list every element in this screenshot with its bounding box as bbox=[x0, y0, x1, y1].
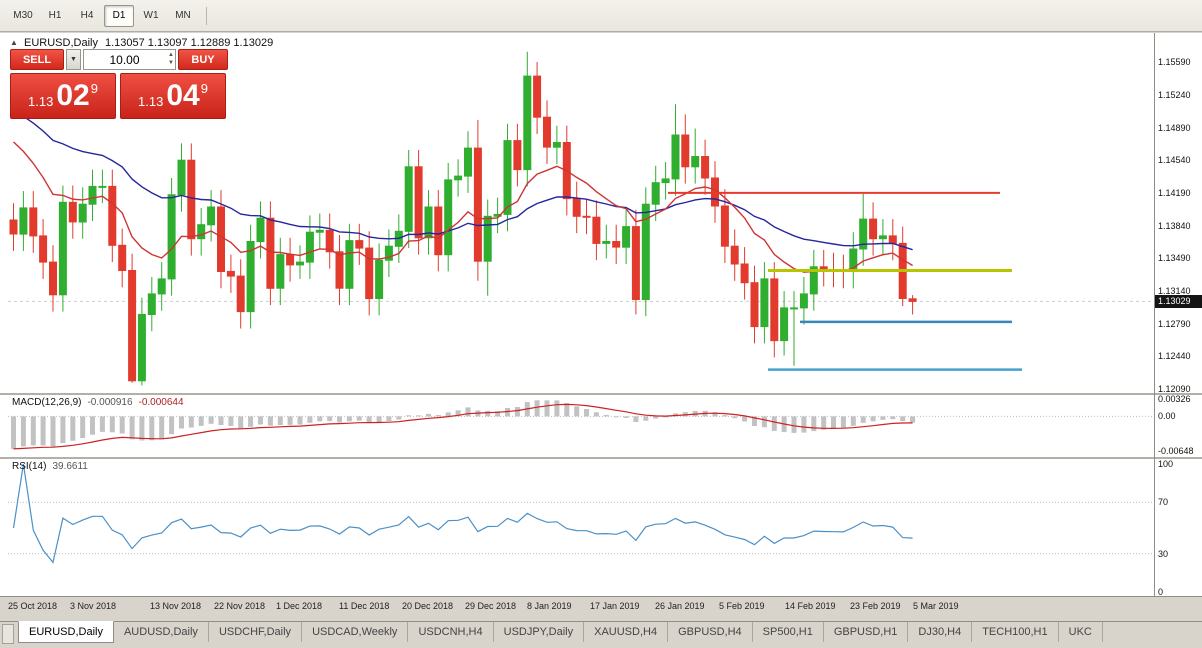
tab-gbpusd-h4[interactable]: GBPUSD,H4 bbox=[668, 622, 753, 642]
caption-ohlc: 1.13057 1.13097 1.12889 1.13029 bbox=[104, 37, 274, 49]
date-label[interactable]: 17 Jan 2019 bbox=[590, 601, 640, 611]
volume-spinner[interactable]: ▲ ▼ bbox=[168, 51, 174, 67]
bid-pip-digit: 9 bbox=[90, 80, 98, 96]
date-label[interactable]: 1 Dec 2018 bbox=[276, 601, 323, 611]
ask-price-tile[interactable]: 1.13 04 9 bbox=[120, 73, 226, 119]
tab-usdcad-weekly[interactable]: USDCAD,Weekly bbox=[302, 622, 409, 642]
macd-value-main: -0.000916 bbox=[87, 397, 133, 408]
price-axis-border bbox=[1154, 33, 1155, 596]
tab-dj30-h4[interactable]: DJ30,H4 bbox=[908, 622, 973, 642]
one-click-trading-panel: SELL ▼ ▲ ▼ BUY 1.13 02 9 1.13 04 9 bbox=[10, 49, 228, 119]
caption-symbol: EURUSD,Daily bbox=[24, 37, 98, 49]
price-tick: 1.14890 bbox=[1158, 123, 1191, 133]
rsi-label-row: RSI(14) 39.6611 bbox=[12, 461, 88, 472]
toolbar-separator bbox=[206, 6, 207, 25]
sell-button[interactable]: SELL bbox=[10, 49, 64, 70]
macd-label: MACD(12,26,9) bbox=[12, 397, 82, 408]
price-tick: 1.15240 bbox=[1158, 90, 1191, 100]
collapse-trade-panel-icon[interactable]: ▲ bbox=[10, 38, 18, 47]
date-label[interactable]: 25 Oct 2018 bbox=[8, 601, 58, 611]
spin-up-icon[interactable]: ▲ bbox=[168, 52, 174, 58]
timeframe-button-w1[interactable]: W1 bbox=[143, 9, 159, 21]
timeframe-button-m30[interactable]: M30 bbox=[13, 9, 33, 21]
price-tick: 1.13490 bbox=[1158, 253, 1191, 263]
rsi-axis-tick: 70 bbox=[1158, 497, 1169, 507]
date-label[interactable]: 11 Dec 2018 bbox=[339, 601, 390, 611]
date-label[interactable]: 3 Nov 2018 bbox=[70, 601, 117, 611]
price-tick: 1.15590 bbox=[1158, 57, 1191, 67]
tab-eurusd-daily[interactable]: EURUSD,Daily bbox=[18, 621, 114, 643]
symbol-tab-bar: EURUSD,Daily AUDUSD,Daily USDCHF,Daily USDC… bbox=[0, 621, 1202, 648]
tab-ukc[interactable]: UKC bbox=[1059, 622, 1103, 642]
chart-caption: EURUSD,Daily 1.13057 1.13097 1.12889 1.13… bbox=[24, 37, 273, 49]
bid-prefix: 1.13 bbox=[28, 93, 54, 109]
tab-audusd-daily[interactable]: AUDUSD,Daily bbox=[114, 622, 209, 642]
macd-label-row: MACD(12,26,9) -0.000916 -0.000644 bbox=[12, 397, 184, 408]
rsi-axis-tick: 0 bbox=[1158, 587, 1164, 597]
timeframe-button-mn[interactable]: MN bbox=[175, 9, 191, 21]
rsi-value: 39.6611 bbox=[52, 461, 88, 472]
price-tick: 1.14190 bbox=[1158, 188, 1191, 198]
price-tick: 1.12790 bbox=[1158, 319, 1191, 329]
macd-value-signal: -0.000644 bbox=[138, 397, 184, 408]
date-label[interactable]: 22 Nov 2018 bbox=[214, 601, 266, 611]
tab-tech100-h1[interactable]: TECH100,H1 bbox=[972, 622, 1059, 642]
date-label[interactable]: 29 Dec 2018 bbox=[465, 601, 517, 611]
tab-scroll-button[interactable] bbox=[2, 624, 14, 644]
timeframe-button-d1[interactable]: D1 bbox=[104, 4, 134, 27]
volume-dropdown-icon[interactable]: ▼ bbox=[66, 49, 81, 70]
macd-axis-tick: 0.00 bbox=[1158, 411, 1176, 421]
current-price-badge: 1.13029 bbox=[1155, 295, 1202, 308]
rsi-axis-tick: 100 bbox=[1158, 459, 1174, 469]
timeframe-toolbar: M30 H1 H4 D1 W1 MN bbox=[0, 0, 1202, 32]
price-tick: 1.13140 bbox=[1158, 286, 1191, 296]
tab-xauusd-h4[interactable]: XAUUSD,H4 bbox=[584, 622, 669, 642]
buy-button[interactable]: BUY bbox=[178, 49, 228, 70]
rsi-axis-tick: 30 bbox=[1158, 549, 1169, 559]
date-label[interactable]: 8 Jan 2019 bbox=[527, 601, 572, 611]
spin-down-icon[interactable]: ▼ bbox=[168, 60, 174, 66]
macd-axis-tick: -0.00648 bbox=[1158, 446, 1194, 456]
price-tick: 1.12090 bbox=[1158, 384, 1191, 394]
price-tick: 1.14540 bbox=[1158, 155, 1191, 165]
price-tick: 1.12440 bbox=[1158, 351, 1191, 361]
timeframe-button-h1[interactable]: H1 bbox=[48, 9, 62, 21]
date-label[interactable]: 20 Dec 2018 bbox=[402, 601, 454, 611]
volume-input[interactable] bbox=[83, 49, 176, 70]
date-label[interactable]: 13 Nov 2018 bbox=[150, 601, 202, 611]
date-label[interactable]: 23 Feb 2019 bbox=[850, 601, 901, 611]
tab-usdjpy-daily[interactable]: USDJPY,Daily bbox=[494, 622, 585, 642]
bid-price-tile[interactable]: 1.13 02 9 bbox=[10, 73, 116, 119]
time-axis-divider bbox=[0, 596, 1202, 597]
panel-divider bbox=[0, 393, 1202, 395]
panel-divider bbox=[0, 457, 1202, 459]
rsi-panel[interactable] bbox=[0, 459, 1202, 596]
date-label[interactable]: 5 Feb 2019 bbox=[719, 601, 765, 611]
tab-sp500-h1[interactable]: SP500,H1 bbox=[753, 622, 824, 642]
rsi-label: RSI(14) bbox=[12, 461, 47, 472]
date-label[interactable]: 14 Feb 2019 bbox=[785, 601, 836, 611]
ask-prefix: 1.13 bbox=[138, 93, 164, 109]
tab-usdchf-daily[interactable]: USDCHF,Daily bbox=[209, 622, 303, 642]
tab-usdcnh-h4[interactable]: USDCNH,H4 bbox=[408, 622, 494, 642]
tab-gbpusd-h1[interactable]: GBPUSD,H1 bbox=[824, 622, 909, 642]
timeframe-button-h4[interactable]: H4 bbox=[80, 9, 94, 21]
bid-big-digits: 02 bbox=[56, 79, 90, 112]
ask-big-digits: 04 bbox=[166, 79, 200, 112]
macd-axis-tick: 0.00326 bbox=[1158, 394, 1191, 404]
ask-pip-digit: 9 bbox=[200, 80, 208, 96]
date-label[interactable]: 5 Mar 2019 bbox=[913, 601, 959, 611]
date-label[interactable]: 26 Jan 2019 bbox=[655, 601, 705, 611]
price-tick: 1.13840 bbox=[1158, 221, 1191, 231]
